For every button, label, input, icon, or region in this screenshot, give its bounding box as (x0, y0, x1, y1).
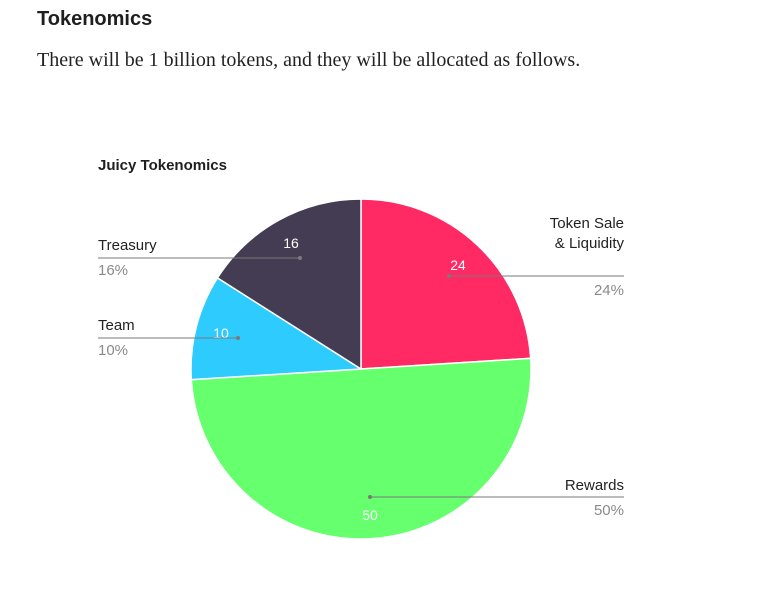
leader-dot-team (236, 336, 240, 340)
value-label-treasury: 16 (283, 235, 299, 251)
pie-slice-treasury (216, 198, 362, 371)
value-label-team: 10 (213, 325, 229, 341)
percent-label-treasury: 16% (98, 262, 128, 279)
chart-title: Juicy Tokenomics (98, 157, 227, 174)
pie-slice-team (190, 276, 364, 381)
category-label-team: Team (98, 317, 135, 334)
leader-dot-treasury (298, 256, 302, 260)
value-label-token-sale-liquidity: 24 (450, 257, 466, 273)
section-heading: Tokenomics (37, 8, 153, 30)
category-label-token-sale-liquidity: & Liquidity (555, 235, 625, 252)
legend-layer: Token Sale & Liquidity 24% Rewards 50% Team 10… (98, 215, 624, 519)
slices-layer (190, 198, 532, 540)
pie-slice-token-sale-liquidity (360, 198, 532, 370)
leader-dot-rewards (368, 495, 372, 499)
percent-label-rewards: 50% (594, 502, 624, 519)
pie-slice-rewards (190, 357, 532, 540)
value-labels-layer: 24 50 10 16 (213, 235, 466, 523)
category-label-rewards: Rewards (565, 477, 624, 494)
percent-label-team: 10% (98, 342, 128, 359)
category-label-token-sale-liquidity: Token Sale (550, 215, 624, 232)
leader-dot-token-sale-liquidity (447, 274, 451, 278)
intro-paragraph: There will be 1 billion tokens, and they… (37, 49, 581, 71)
percent-label-token-sale-liquidity: 24% (594, 282, 624, 299)
value-label-rewards: 50 (362, 507, 378, 523)
category-label-treasury: Treasury (98, 237, 157, 254)
